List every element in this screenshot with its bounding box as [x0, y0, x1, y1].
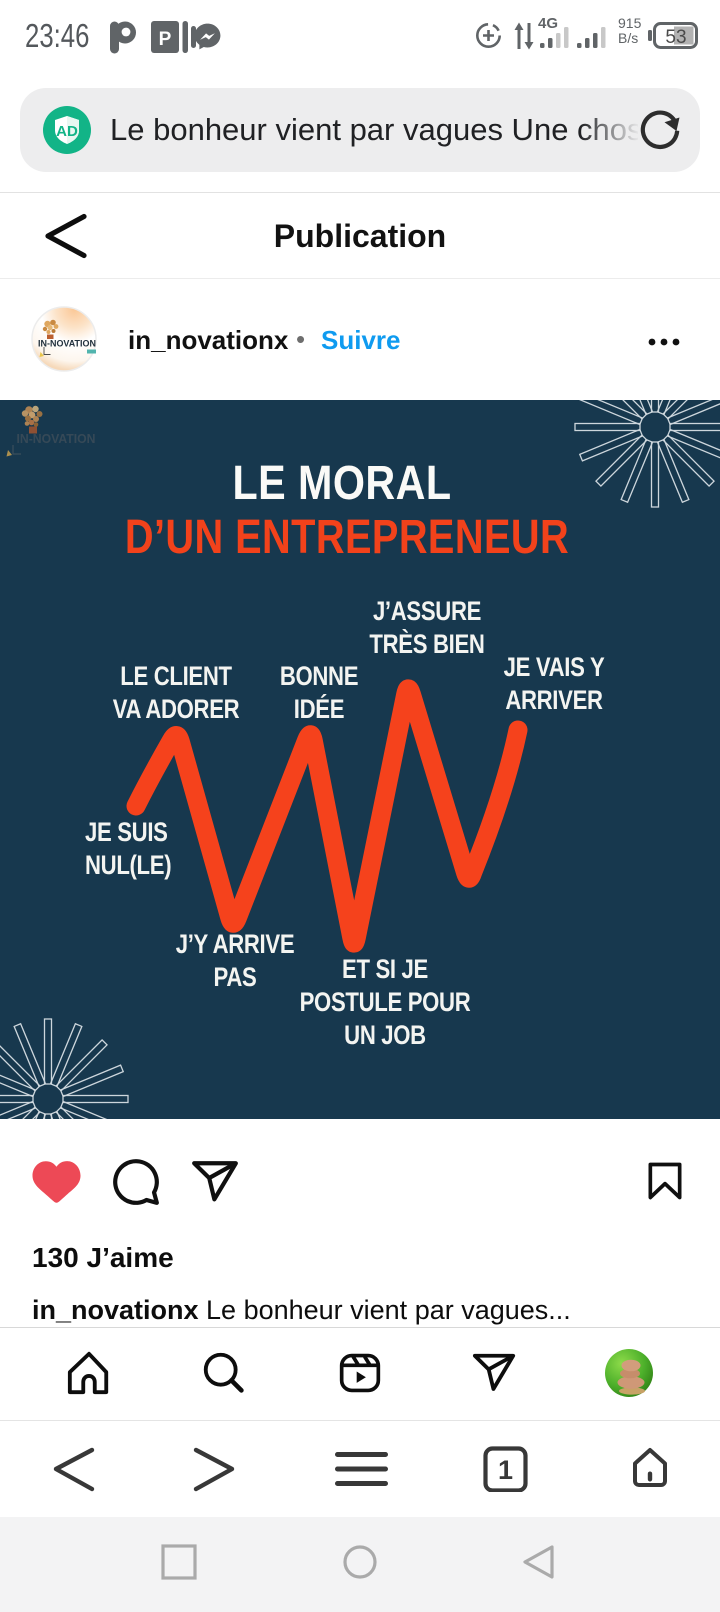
- svg-text:1: 1: [498, 1455, 513, 1485]
- svg-text:AD: AD: [56, 123, 78, 140]
- svg-text:IN-NOVATION: IN-NOVATION: [17, 432, 96, 446]
- svg-text:53: 53: [665, 27, 686, 48]
- svg-text:P: P: [159, 29, 172, 50]
- svg-text:IN-NOVATION: IN-NOVATION: [38, 339, 96, 350]
